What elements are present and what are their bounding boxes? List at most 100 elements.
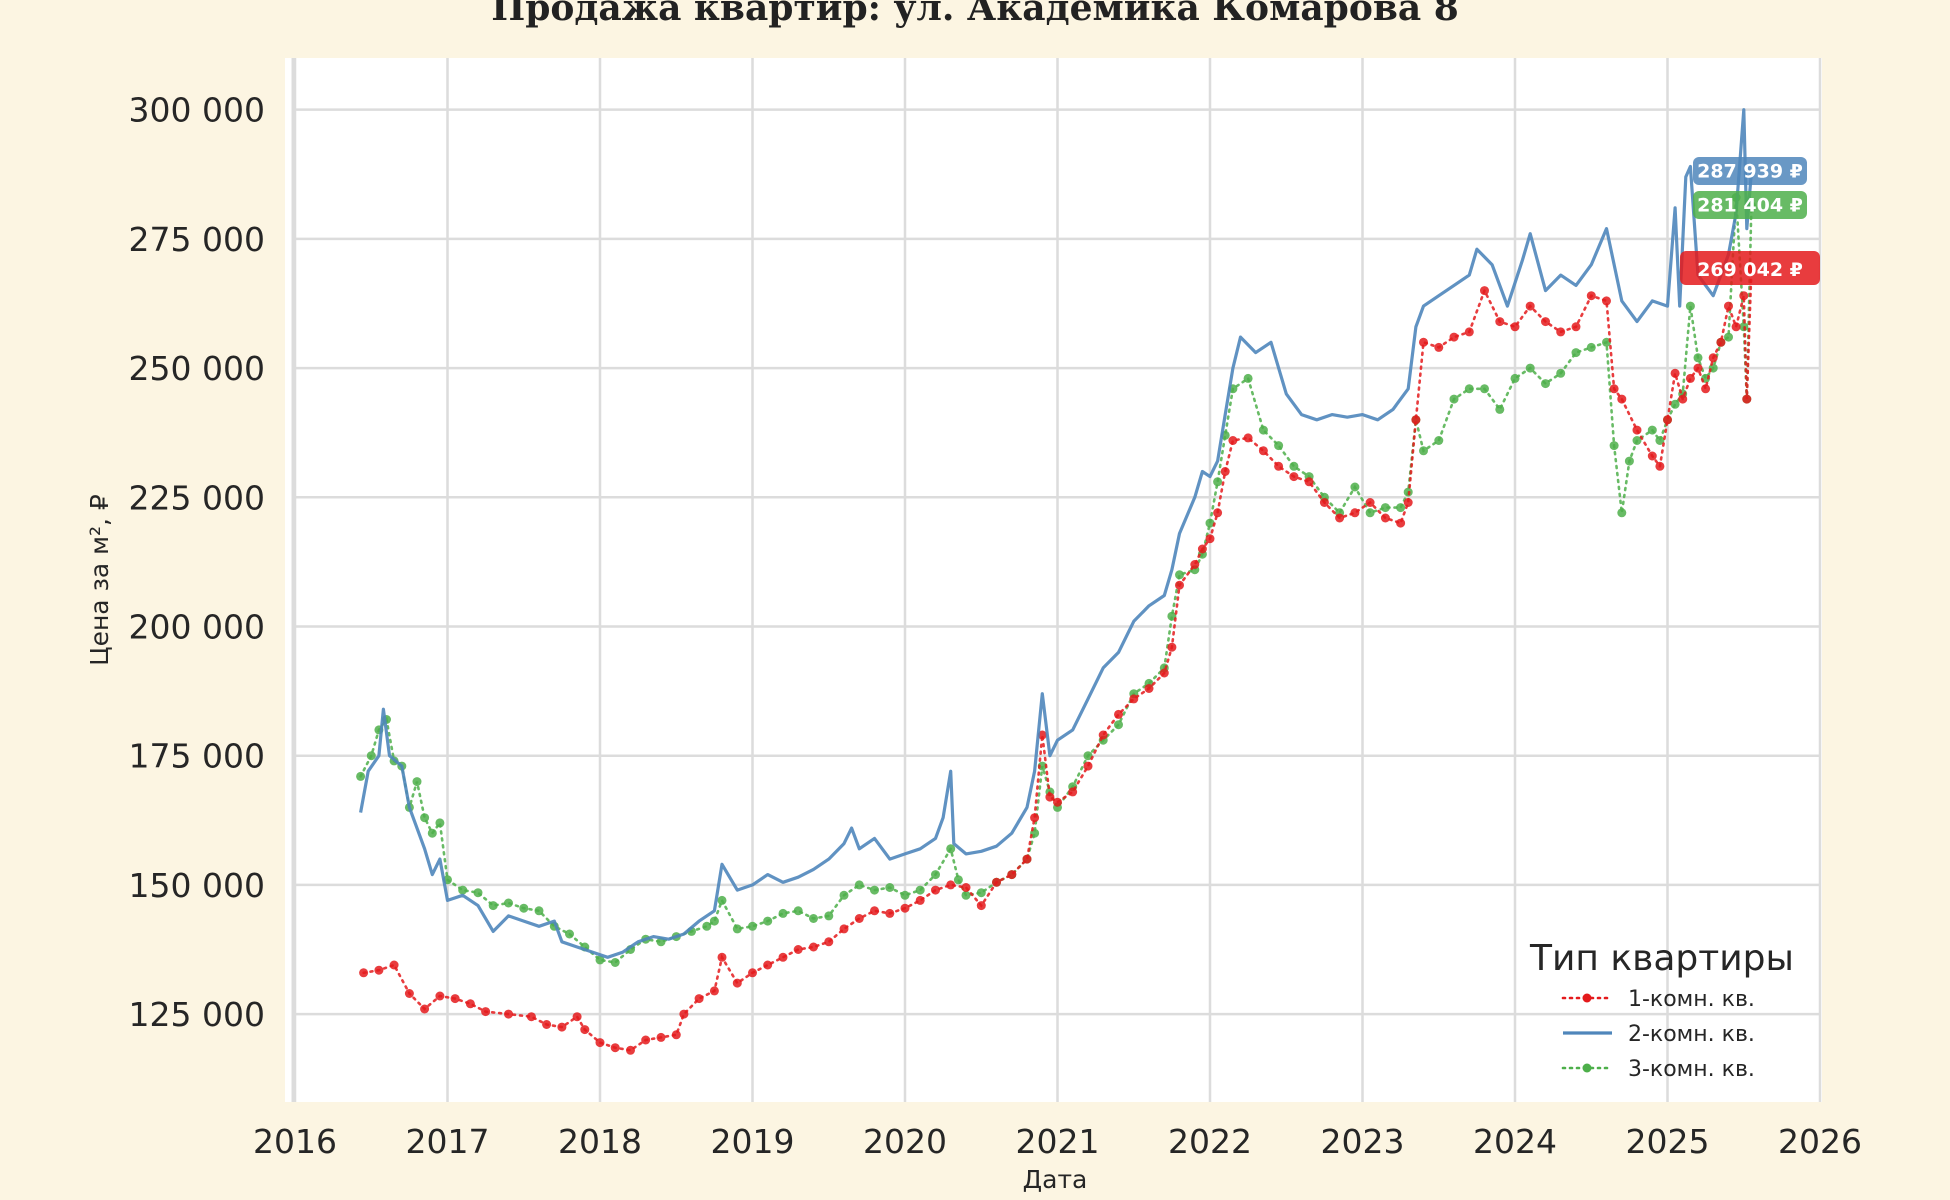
data-point — [763, 960, 773, 970]
data-point — [824, 911, 834, 921]
data-point — [356, 771, 366, 781]
data-point — [1525, 363, 1535, 373]
data-point — [1083, 751, 1093, 761]
end-labels: 287 939 ₽ 281 404 ₽ 269 042 ₽ — [1680, 157, 1820, 285]
data-point — [1449, 394, 1459, 404]
data-point — [1243, 433, 1253, 443]
data-point — [778, 908, 788, 918]
data-point — [610, 1043, 620, 1053]
data-point — [854, 880, 864, 890]
data-point — [435, 991, 445, 1001]
x-tick-label: 2019 — [711, 1122, 795, 1161]
data-point — [702, 921, 712, 931]
data-point — [961, 890, 971, 900]
chart-title: Продажа квартир: ул. Академика Комарова … — [491, 0, 1459, 29]
y-tick-label: 225 000 — [129, 478, 265, 517]
data-point — [572, 1012, 582, 1022]
data-point — [1556, 327, 1566, 337]
series-1 — [359, 265, 1756, 1055]
y-tick-label: 150 000 — [129, 866, 265, 905]
data-point — [961, 883, 971, 892]
x-tick-labels: 2016 2017 2018 2019 2020 2021 2022 2023 2024 2025… — [253, 1122, 1862, 1161]
data-point — [1037, 730, 1047, 740]
data-point — [1678, 394, 1688, 404]
data-point — [1480, 286, 1489, 296]
data-point — [580, 1025, 590, 1035]
data-point — [1724, 332, 1733, 342]
data-point — [1274, 441, 1284, 451]
data-point — [1464, 384, 1474, 394]
data-point — [1670, 399, 1680, 409]
data-point — [671, 1030, 681, 1040]
data-point — [900, 890, 910, 900]
data-point — [1617, 394, 1627, 404]
data-point — [1655, 436, 1665, 445]
data-point — [473, 888, 483, 898]
data-point — [435, 818, 445, 828]
x-tick-label: 2017 — [406, 1122, 490, 1161]
data-point — [1739, 291, 1749, 301]
data-point — [1434, 436, 1444, 445]
legend-entry: 2-комн. кв. — [1563, 1022, 1755, 1047]
data-point — [900, 903, 910, 913]
data-point — [1396, 503, 1406, 513]
data-point — [366, 751, 376, 761]
data-point — [694, 994, 704, 1004]
data-point — [1609, 384, 1619, 394]
data-point — [1670, 368, 1680, 378]
data-point — [824, 937, 834, 947]
data-point — [1731, 322, 1741, 332]
data-point — [1396, 518, 1406, 528]
end-label-text: 287 939 ₽ — [1697, 160, 1803, 182]
data-point — [915, 895, 925, 905]
end-label-1: 287 939 ₽ — [1693, 157, 1807, 185]
legend-marker — [1582, 1063, 1592, 1073]
data-point — [488, 901, 498, 911]
data-point — [1083, 761, 1093, 771]
x-tick-label: 2021 — [1016, 1122, 1100, 1161]
data-point — [1510, 373, 1520, 383]
x-tick-label: 2023 — [1321, 1122, 1405, 1161]
data-point — [1632, 436, 1642, 445]
data-point — [1319, 498, 1329, 507]
data-point — [809, 942, 818, 952]
data-point — [1647, 425, 1657, 435]
y-axis-label: Цена за м², ₽ — [85, 494, 114, 666]
data-point — [1167, 642, 1177, 652]
data-point — [870, 906, 879, 916]
series-3 — [356, 193, 1756, 967]
data-point — [953, 875, 963, 885]
data-point — [1213, 508, 1223, 518]
data-point — [427, 828, 437, 838]
data-point — [732, 978, 742, 988]
data-point — [839, 890, 849, 900]
data-point — [1205, 534, 1215, 544]
data-point — [1724, 301, 1733, 311]
data-point — [1464, 327, 1474, 337]
data-point — [1129, 694, 1139, 704]
series-layer — [356, 108, 1756, 1055]
data-point — [557, 1022, 567, 1032]
data-point — [504, 1009, 513, 1019]
data-point — [1289, 472, 1299, 482]
data-point — [709, 916, 719, 926]
data-point — [1708, 353, 1718, 363]
y-tick-label: 275 000 — [129, 220, 265, 259]
data-point — [1068, 787, 1078, 797]
plot-area — [285, 58, 1822, 1102]
data-point — [778, 952, 788, 962]
data-point — [1556, 368, 1566, 378]
data-point — [1541, 379, 1550, 389]
data-point — [793, 906, 803, 916]
x-tick-label: 2018 — [558, 1122, 642, 1161]
end-label-2: 281 404 ₽ — [1693, 191, 1807, 219]
data-point — [1655, 461, 1665, 471]
data-point — [1480, 384, 1489, 394]
y-tick-labels: 125 000 150 000 175 000 200 000 225 000 250 0… — [129, 91, 265, 1034]
data-point — [1525, 301, 1535, 311]
x-axis-label: Дата — [1023, 1165, 1088, 1194]
x-tick-label: 2024 — [1473, 1122, 1557, 1161]
data-point — [763, 916, 773, 926]
series-line — [362, 268, 1753, 1052]
data-point — [610, 958, 620, 967]
